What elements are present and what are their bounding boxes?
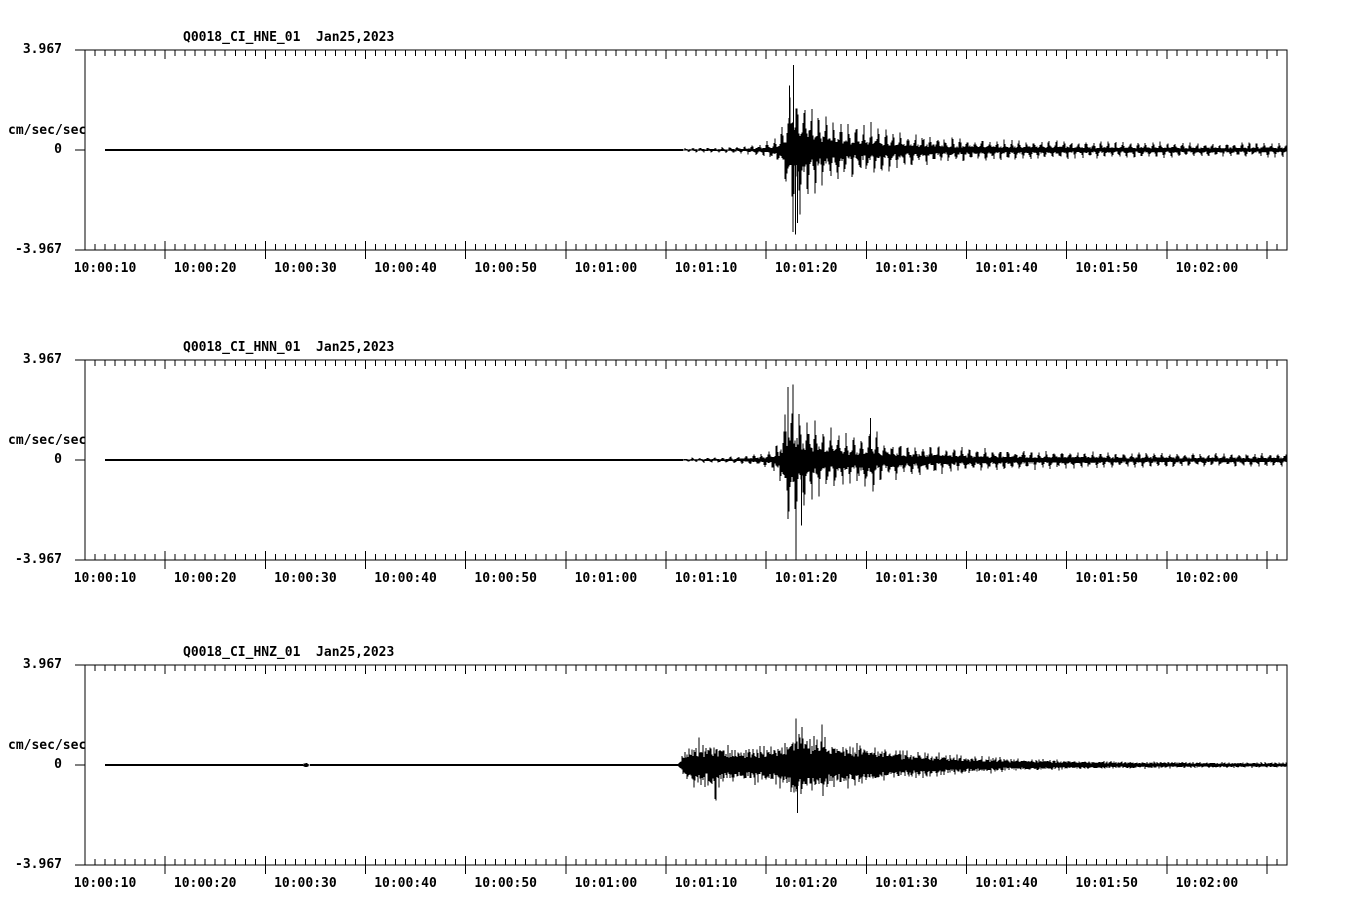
- x-axis-labels-hnz: 10:00:10 10:00:20 10:00:30 10:00:40 10:00:50…: [0, 615, 1358, 923]
- x-tick-label: 10:00:40: [374, 876, 437, 891]
- x-tick-label: 10:00:10: [73, 876, 137, 891]
- x-tick-label: 10:00:50: [474, 876, 537, 891]
- x-tick-label: 10:01:30: [875, 571, 938, 586]
- x-tick-label: 10:01:40: [975, 261, 1038, 276]
- y-tick-label-zero: 0: [54, 142, 62, 157]
- x-tick-label: 10:01:40: [975, 876, 1038, 891]
- x-tick-label: 10:01:00: [574, 261, 638, 276]
- x-tick-label: 10:01:20: [774, 876, 838, 891]
- x-tick-label: 10:01:40: [975, 571, 1038, 586]
- y-tick-label-max: 3.967: [22, 352, 62, 367]
- x-tick-label: 10:01:20: [774, 261, 838, 276]
- x-tick-label: 10:01:00: [574, 571, 638, 586]
- x-tick-label: 10:00:20: [173, 571, 237, 586]
- x-tick-label: 10:01:50: [1075, 261, 1138, 276]
- x-tick-label: 10:01:30: [875, 261, 938, 276]
- x-tick-label: 10:00:40: [374, 261, 437, 276]
- x-tick-label: 10:01:10: [674, 261, 738, 276]
- x-tick-label: 10:00:20: [173, 876, 237, 891]
- panel-title-hne: Q0018_CI_HNE_01 Jan25,2023: [183, 30, 395, 45]
- x-tick-label: 10:00:50: [474, 261, 537, 276]
- y-tick-label-min: -3.967: [15, 242, 62, 257]
- y-tick-label-zero: 0: [54, 452, 62, 467]
- x-tick-label: 10:00:30: [274, 876, 337, 891]
- y-tick-label-max: 3.967: [22, 657, 62, 672]
- x-tick-label: 10:01:00: [574, 876, 638, 891]
- x-tick-label: 10:01:10: [674, 571, 738, 586]
- x-tick-label: 10:02:00: [1175, 261, 1239, 276]
- y-tick-label-min: -3.967: [15, 552, 62, 567]
- x-tick-label: 10:02:00: [1175, 876, 1239, 891]
- waveform-plot-hnz: [75, 664, 1288, 874]
- x-tick-label: 10:00:30: [274, 261, 337, 276]
- y-tick-label-min: -3.967: [15, 857, 62, 872]
- x-tick-label: 10:02:00: [1175, 571, 1239, 586]
- waveform-plot-hne: [75, 49, 1288, 259]
- x-tick-label: 10:01:30: [875, 876, 938, 891]
- seismogram-panel-hne: Q0018_CI_HNE_01 Jan25,2023 3.967 cm/sec/…: [0, 0, 1358, 308]
- x-tick-label: 10:01:50: [1075, 876, 1138, 891]
- x-tick-label: 10:01:50: [1075, 571, 1138, 586]
- x-tick-label: 10:00:20: [173, 261, 237, 276]
- y-tick-label-zero: 0: [54, 757, 62, 772]
- panel-title-hnz: Q0018_CI_HNZ_01 Jan25,2023: [183, 645, 395, 660]
- x-tick-label: 10:01:10: [674, 876, 738, 891]
- x-tick-label: 10:00:40: [374, 571, 437, 586]
- x-tick-label: 10:01:20: [774, 571, 838, 586]
- x-tick-label: 10:00:10: [73, 571, 137, 586]
- waveform-plot-hnn: [75, 359, 1288, 569]
- seismogram-panel-hnz: Q0018_CI_HNZ_01 Jan25,2023 3.967 cm/sec/…: [0, 615, 1358, 923]
- seismogram-panel-hnn: Q0018_CI_HNN_01 Jan25,2023 3.967 cm/sec/…: [0, 310, 1358, 618]
- y-axis-unit-label: cm/sec/sec: [8, 123, 87, 138]
- y-axis-unit-label: cm/sec/sec: [8, 433, 87, 448]
- x-axis-labels-hnn: 10:00:10 10:00:20 10:00:30 10:00:40 10:00:50…: [0, 310, 1358, 618]
- panel-title-hnn: Q0018_CI_HNN_01 Jan25,2023: [183, 340, 395, 355]
- y-axis-unit-label: cm/sec/sec: [8, 738, 87, 753]
- x-tick-label: 10:00:50: [474, 571, 537, 586]
- x-axis-labels-hne: 10:00:10 10:00:20 10:00:30 10:00:40 10:00:50…: [0, 0, 1358, 308]
- y-tick-label-max: 3.967: [22, 42, 62, 57]
- x-tick-label: 10:00:30: [274, 571, 337, 586]
- x-tick-label: 10:00:10: [73, 261, 137, 276]
